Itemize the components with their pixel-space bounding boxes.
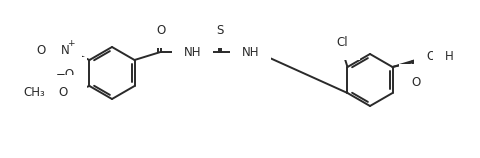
- Text: +: +: [67, 40, 74, 49]
- Text: O: O: [411, 76, 420, 88]
- Text: H: H: [445, 51, 454, 64]
- Text: O: O: [37, 43, 46, 57]
- Text: N: N: [61, 43, 70, 57]
- Text: Cl: Cl: [336, 36, 348, 49]
- Text: O: O: [411, 78, 420, 91]
- Text: NH: NH: [242, 46, 259, 58]
- Text: O: O: [426, 51, 435, 64]
- Text: O: O: [156, 24, 165, 36]
- Text: O: O: [59, 86, 68, 100]
- Text: O: O: [426, 54, 435, 67]
- Text: S: S: [216, 24, 223, 36]
- Text: NH: NH: [184, 46, 201, 58]
- Text: −O: −O: [56, 69, 75, 82]
- Text: CH₃: CH₃: [24, 86, 45, 100]
